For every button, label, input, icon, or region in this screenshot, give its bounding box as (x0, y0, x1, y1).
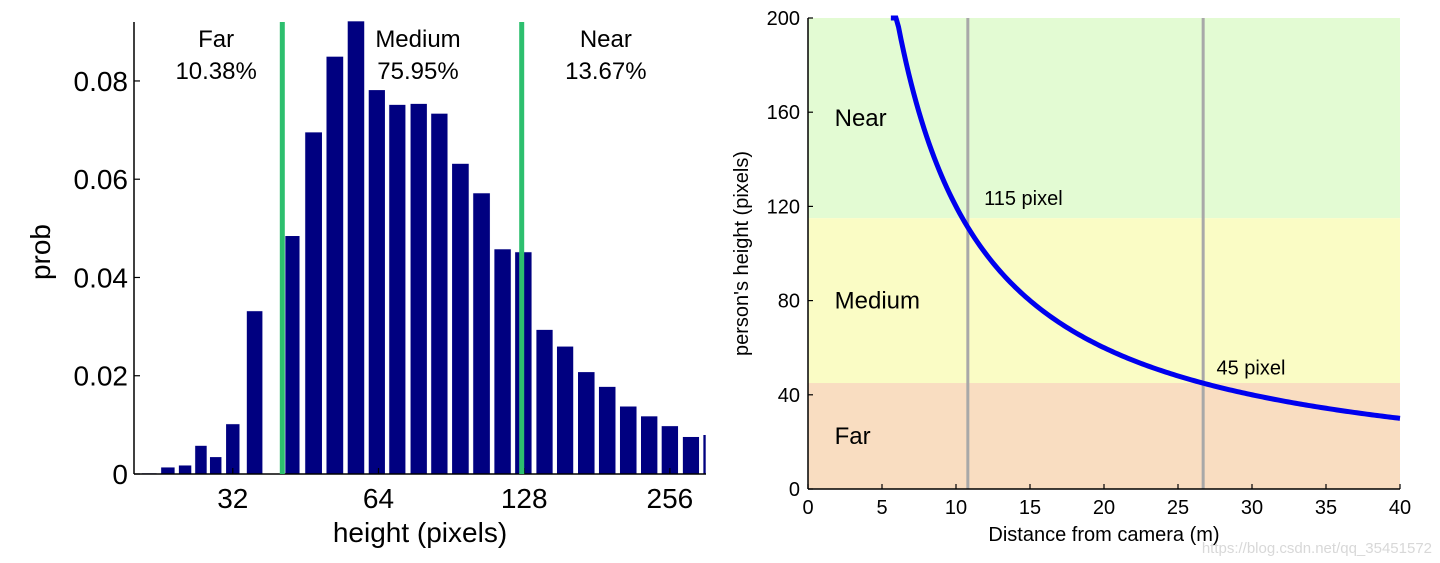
y-tick-label: 0.04 (74, 262, 129, 293)
y-tick-label: 0.08 (74, 66, 129, 97)
histogram-bar (304, 131, 323, 475)
histogram-bar (325, 56, 344, 475)
x-tick-label: 35 (1315, 497, 1337, 519)
histogram-bar (702, 434, 707, 475)
histogram-bar (682, 436, 700, 475)
x-tick-label: 20 (1093, 497, 1115, 519)
x-tick-label: 40 (1389, 497, 1411, 519)
histogram-bar (472, 192, 491, 475)
y-tick-label: 0.02 (74, 361, 129, 392)
x-tick-label: 25 (1167, 497, 1189, 519)
histogram-bar (598, 386, 617, 475)
y-axis-label: person's height (pixels) (731, 151, 753, 356)
histogram-bar (160, 466, 176, 475)
histogram-bar (493, 248, 512, 475)
histogram-bar (246, 310, 264, 475)
band-near (808, 18, 1400, 219)
y-tick-label: 80 (778, 291, 800, 313)
x-tick-label: 128 (501, 483, 548, 514)
y-tick-label: 0.06 (74, 164, 129, 195)
histogram-bar (451, 163, 470, 475)
region-name: Near (580, 26, 632, 53)
histogram-bar (577, 371, 596, 475)
histogram-bar (661, 425, 679, 475)
band-medium (808, 218, 1400, 384)
histogram-bar (209, 456, 223, 475)
histogram-bar (194, 445, 208, 475)
x-tick-label: 32 (217, 483, 248, 514)
x-tick-label: 10 (945, 497, 967, 519)
y-tick-label: 0 (112, 459, 128, 490)
band-far (808, 383, 1400, 489)
x-tick-label: 30 (1241, 497, 1263, 519)
x-tick-label: 5 (876, 497, 887, 519)
x-axis-label: height (pixels) (333, 517, 507, 548)
y-tick-label: 160 (767, 102, 800, 124)
histogram-bar (284, 235, 301, 475)
watermark: https://blog.csdn.net/qq_35451572 (1201, 540, 1432, 557)
y-axis-label: prob (25, 224, 56, 280)
annotation-label: 45 pixel (1216, 358, 1285, 380)
y-tick-label: 40 (778, 385, 800, 407)
x-tick-label: 0 (802, 497, 813, 519)
region-name: Medium (375, 26, 460, 53)
height-histogram: 0 0.02 0.04 0.06 0.08 32 64 128 256 Far 10.38% Medi… (25, 20, 707, 548)
region-percentage: 13.67% (565, 58, 646, 85)
band-label: Far (835, 423, 871, 450)
histogram-bar (556, 345, 574, 475)
annotation-label: 115 pixel (984, 188, 1063, 210)
y-tick-label: 120 (767, 196, 800, 218)
x-tick-label: 64 (363, 483, 394, 514)
height-curve (890, 15, 1401, 421)
y-tick-label: 0 (789, 479, 800, 501)
x-axis-label: Distance from camera (m) (988, 524, 1219, 546)
x-tick-label: 256 (647, 483, 694, 514)
x-tick-label: 15 (1019, 497, 1041, 519)
histogram-bar (178, 464, 192, 475)
height-distance-plot: Near Medium Far 115 pixel 45 pixel 0 5 10 15 20 25… (731, 8, 1411, 546)
y-tick-label: 200 (767, 8, 800, 30)
band-label: Near (835, 105, 887, 132)
region-name: Far (198, 26, 234, 53)
histogram-bar (430, 113, 449, 475)
histogram-bar (640, 415, 658, 475)
histogram-bar (225, 423, 241, 475)
histogram-bar (368, 89, 386, 475)
band-label: Medium (835, 288, 920, 315)
histogram-bar (619, 405, 638, 475)
histogram-bar (388, 104, 407, 475)
region-percentage: 75.95% (377, 58, 458, 85)
region-percentage: 10.38% (175, 58, 256, 85)
histogram-bar (535, 329, 554, 475)
histogram-bar (347, 20, 365, 475)
histogram-bar (409, 103, 428, 475)
